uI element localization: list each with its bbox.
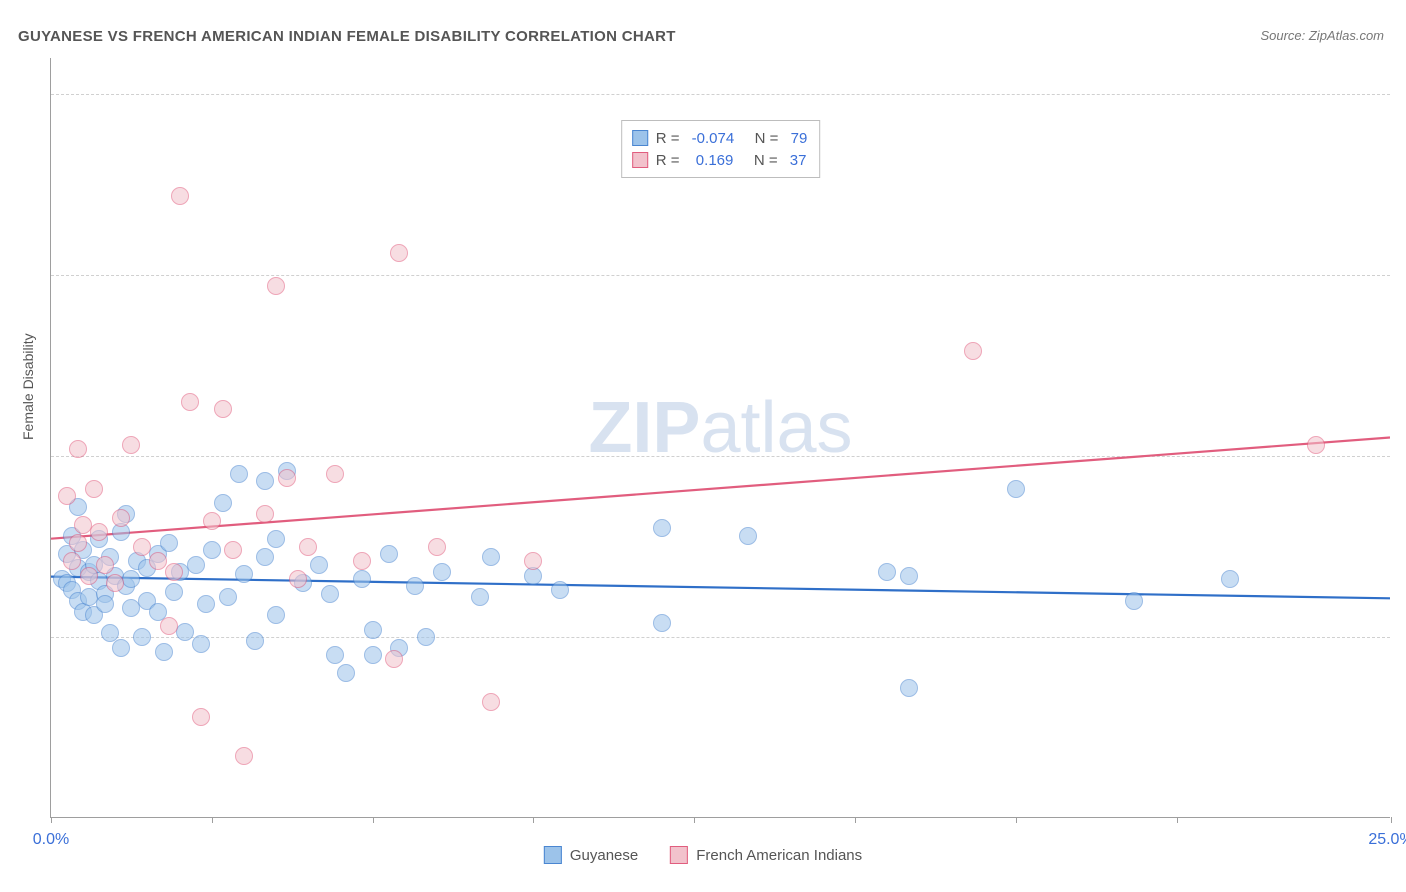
plot-area: ZIPatlas 10.0%20.0%30.0%40.0% R = -0.074… xyxy=(50,58,1390,818)
stat-label-n2: N = xyxy=(741,152,781,169)
stats-box: R = -0.074 N = 79 R = 0.169 N = 37 xyxy=(621,120,821,178)
x-axis-label-left: 0.0% xyxy=(33,831,69,849)
y-tick-label: 40.0% xyxy=(1395,85,1406,103)
legend-item-2: French American Indians xyxy=(670,846,862,864)
stat-r-1: -0.074 xyxy=(692,130,735,147)
legend-swatch-2 xyxy=(670,846,688,864)
legend-swatch-1 xyxy=(544,846,562,864)
y-tick-label: 20.0% xyxy=(1395,447,1406,465)
x-axis-label-right: 25.0% xyxy=(1368,831,1406,849)
stat-n-1: 79 xyxy=(791,130,808,147)
stat-label-n1: N = xyxy=(742,130,782,147)
y-axis-label: Female Disability xyxy=(20,333,36,440)
stats-row-1: R = -0.074 N = 79 xyxy=(632,127,808,149)
y-tick-label: 30.0% xyxy=(1395,266,1406,284)
stat-r-2: 0.169 xyxy=(696,152,734,169)
stat-label-r1: R = xyxy=(656,130,684,147)
source-label: Source: ZipAtlas.com xyxy=(1260,28,1384,43)
bottom-legend: Guyanese French American Indians xyxy=(544,846,862,864)
stat-label-r2: R = xyxy=(656,152,688,169)
swatch-series-2 xyxy=(632,152,648,168)
swatch-series-1 xyxy=(632,130,648,146)
stat-n-2: 37 xyxy=(790,152,807,169)
legend-label-1: Guyanese xyxy=(570,847,638,864)
legend-label-2: French American Indians xyxy=(696,847,862,864)
stats-row-2: R = 0.169 N = 37 xyxy=(632,149,808,171)
chart-title: GUYANESE VS FRENCH AMERICAN INDIAN FEMAL… xyxy=(18,28,676,45)
y-tick-label: 10.0% xyxy=(1395,628,1406,646)
legend-item-1: Guyanese xyxy=(544,846,638,864)
